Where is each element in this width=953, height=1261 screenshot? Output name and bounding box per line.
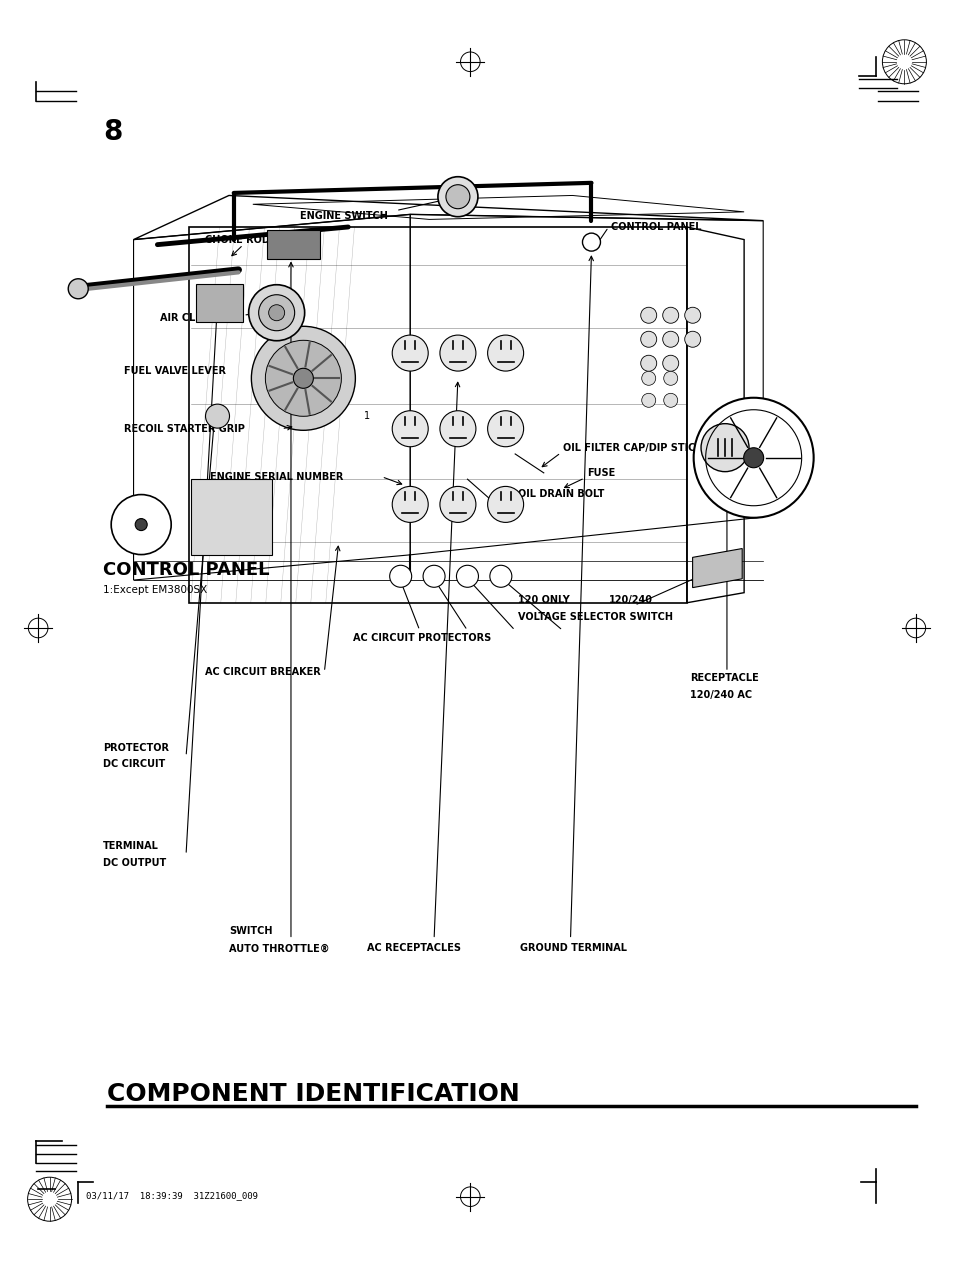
Text: GROUND TERMINAL: GROUND TERMINAL <box>519 943 626 953</box>
Circle shape <box>422 565 445 588</box>
Circle shape <box>487 335 523 371</box>
Circle shape <box>69 279 88 299</box>
Text: CHOKE ROD: CHOKE ROD <box>205 235 270 245</box>
Text: TERMINAL: TERMINAL <box>103 841 159 851</box>
Circle shape <box>663 393 677 407</box>
Circle shape <box>392 411 428 446</box>
Text: AIR CLEANER: AIR CLEANER <box>160 313 232 323</box>
Text: RECOIL STARTER GRIP: RECOIL STARTER GRIP <box>124 424 245 434</box>
Circle shape <box>662 356 678 371</box>
Circle shape <box>439 487 476 522</box>
Text: CONTROL PANEL: CONTROL PANEL <box>103 561 270 579</box>
Circle shape <box>663 371 677 386</box>
Circle shape <box>251 327 355 430</box>
Text: COMPONENT IDENTIFICATION: COMPONENT IDENTIFICATION <box>107 1082 519 1106</box>
Text: 03/11/17  18:39:39  31Z21600_009: 03/11/17 18:39:39 31Z21600_009 <box>86 1190 257 1200</box>
Text: OIL FILTER CAP/DIP STICK: OIL FILTER CAP/DIP STICK <box>562 443 702 453</box>
Circle shape <box>269 305 284 320</box>
Circle shape <box>662 308 678 323</box>
Circle shape <box>445 184 470 209</box>
Circle shape <box>437 177 477 217</box>
Text: OIL DRAIN BOLT: OIL DRAIN BOLT <box>517 489 604 499</box>
Polygon shape <box>195 284 243 322</box>
Text: AC CIRCUIT PROTECTORS: AC CIRCUIT PROTECTORS <box>353 633 491 643</box>
Text: AC CIRCUIT BREAKER: AC CIRCUIT BREAKER <box>205 667 320 677</box>
Circle shape <box>693 397 813 518</box>
Circle shape <box>265 340 341 416</box>
Circle shape <box>294 368 313 388</box>
Circle shape <box>392 335 428 371</box>
Text: CONTROL PANEL: CONTROL PANEL <box>610 222 700 232</box>
Circle shape <box>249 285 304 340</box>
Circle shape <box>640 308 656 323</box>
Circle shape <box>582 233 599 251</box>
Polygon shape <box>191 479 272 555</box>
Text: DC OUTPUT: DC OUTPUT <box>103 857 166 868</box>
Text: SWITCH: SWITCH <box>229 926 273 936</box>
Circle shape <box>439 411 476 446</box>
Text: 120/240 AC: 120/240 AC <box>689 690 751 700</box>
Circle shape <box>389 565 412 588</box>
Polygon shape <box>267 230 319 259</box>
Text: AUTO THROTTLE®: AUTO THROTTLE® <box>229 943 329 953</box>
Circle shape <box>641 371 655 386</box>
Text: ENGINE SWITCH: ENGINE SWITCH <box>299 211 387 221</box>
Circle shape <box>489 565 512 588</box>
Circle shape <box>439 335 476 371</box>
Text: 8: 8 <box>103 119 122 146</box>
Circle shape <box>640 356 656 371</box>
Circle shape <box>743 448 762 468</box>
Text: 120/240: 120/240 <box>608 595 652 605</box>
Circle shape <box>684 332 700 347</box>
Text: 120 ONLY: 120 ONLY <box>517 595 569 605</box>
Text: 1:Except EM3800SX: 1:Except EM3800SX <box>103 585 207 595</box>
Text: ENGINE SERIAL NUMBER: ENGINE SERIAL NUMBER <box>210 472 343 482</box>
Circle shape <box>456 565 478 588</box>
Circle shape <box>700 424 748 472</box>
Circle shape <box>684 308 700 323</box>
Text: DC CIRCUIT: DC CIRCUIT <box>103 759 165 769</box>
Text: VOLTAGE SELECTOR SWITCH: VOLTAGE SELECTOR SWITCH <box>517 612 672 622</box>
Text: FUEL VALVE LEVER: FUEL VALVE LEVER <box>124 366 226 376</box>
Text: PROTECTOR: PROTECTOR <box>103 743 169 753</box>
Circle shape <box>487 411 523 446</box>
Circle shape <box>392 487 428 522</box>
Circle shape <box>112 494 171 555</box>
Circle shape <box>641 393 655 407</box>
Text: 1: 1 <box>364 411 370 421</box>
Text: RECEPTACLE: RECEPTACLE <box>689 673 758 683</box>
Circle shape <box>640 332 656 347</box>
Circle shape <box>487 487 523 522</box>
Circle shape <box>205 404 230 429</box>
Text: AC RECEPTACLES: AC RECEPTACLES <box>367 943 461 953</box>
Text: FUSE: FUSE <box>586 468 615 478</box>
Circle shape <box>258 295 294 330</box>
Polygon shape <box>692 549 741 588</box>
Circle shape <box>135 518 147 531</box>
Circle shape <box>662 332 678 347</box>
